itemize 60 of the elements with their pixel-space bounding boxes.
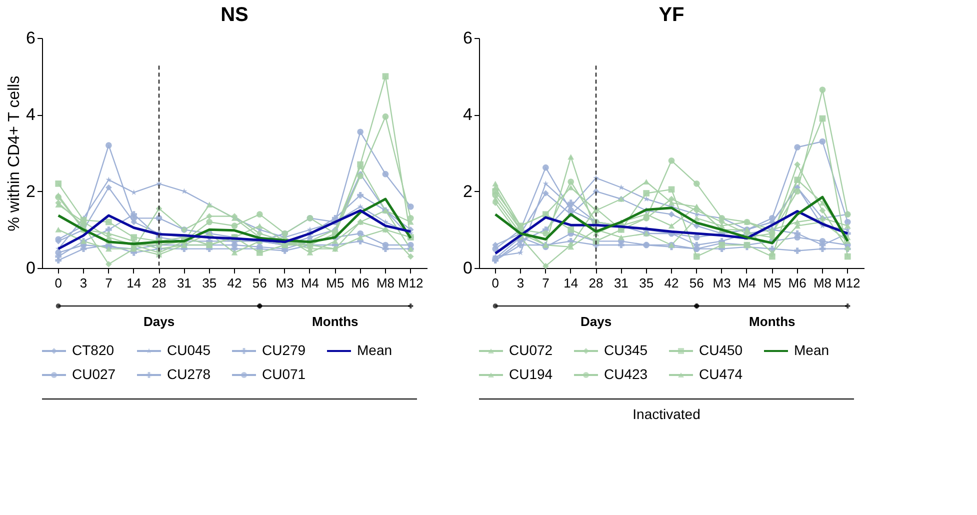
x-tick-label: 0 <box>54 276 62 290</box>
x-tick-label: 0 <box>492 276 499 290</box>
chart-title: YF <box>658 4 684 26</box>
y-tick-label: 6 <box>463 28 472 48</box>
x-tick-label: 42 <box>227 276 242 290</box>
legend-label: CT820 <box>72 342 114 358</box>
legend-label: CU045 <box>167 342 211 358</box>
legend-label: CU194 <box>509 366 553 382</box>
x-tick-label: 3 <box>80 276 88 290</box>
x-tick-label: 7 <box>105 276 112 290</box>
y-tick-label: 4 <box>26 105 36 124</box>
x-tick-label: 56 <box>689 276 704 290</box>
legend-label: CU279 <box>262 342 306 358</box>
x-tick-label: M5 <box>763 276 782 290</box>
x-tick-label: 3 <box>516 276 524 290</box>
legend-label: CU450 <box>699 342 743 358</box>
x-tick-label: 42 <box>664 276 679 290</box>
x-tick-label: M12 <box>834 276 860 290</box>
x-tick-label: 31 <box>176 276 192 290</box>
legend-label: CU278 <box>167 366 211 382</box>
legend-label: CU071 <box>262 366 306 382</box>
y-tick-label: 6 <box>26 28 36 48</box>
x-tick-label: M6 <box>351 276 370 290</box>
x-tick-label: M5 <box>326 276 344 290</box>
y-tick-label: 0 <box>26 258 36 278</box>
x-tick-label: 31 <box>614 276 628 290</box>
legend-label: CU072 <box>509 342 553 358</box>
y-tick-label: 2 <box>26 182 36 201</box>
legend-label: Mean <box>357 342 392 358</box>
legend-title: Inactivated <box>632 406 700 422</box>
x-tick-label: 14 <box>126 276 142 290</box>
y-tick-label: 0 <box>463 258 472 278</box>
y-tick-label: 2 <box>463 182 472 201</box>
chart-title: NS <box>220 4 248 26</box>
x-tick-label: 56 <box>252 276 267 290</box>
text: Months <box>312 314 358 329</box>
x-tick-label: M3 <box>276 276 294 290</box>
legend-label: CU474 <box>699 366 743 382</box>
x-tick-label: 35 <box>639 276 654 290</box>
y-axis-title: % within CD4+ T cells <box>6 76 24 232</box>
x-tick-label: M4 <box>738 276 756 290</box>
text: Days <box>143 314 175 329</box>
x-tick-label: M4 <box>300 276 320 290</box>
x-tick-label: M8 <box>813 276 832 290</box>
x-tick-label: 14 <box>564 276 578 290</box>
legend-label: CU423 <box>604 366 648 382</box>
x-tick-label: M3 <box>712 276 731 290</box>
text: Days <box>580 314 612 329</box>
text: Months <box>749 314 796 329</box>
x-tick-label: 35 <box>202 276 217 290</box>
x-tick-label: M8 <box>376 276 395 290</box>
x-tick-label: 28 <box>152 276 166 290</box>
x-tick-label: 7 <box>542 276 550 290</box>
x-tick-label: 28 <box>588 276 604 290</box>
legend-label: CU345 <box>604 342 648 358</box>
legend-label: CU027 <box>72 366 116 382</box>
y-tick-label: 4 <box>463 105 472 124</box>
x-tick-label: M6 <box>788 276 806 290</box>
x-tick-label: M12 <box>398 276 424 290</box>
legend-label: Mean <box>794 342 830 358</box>
